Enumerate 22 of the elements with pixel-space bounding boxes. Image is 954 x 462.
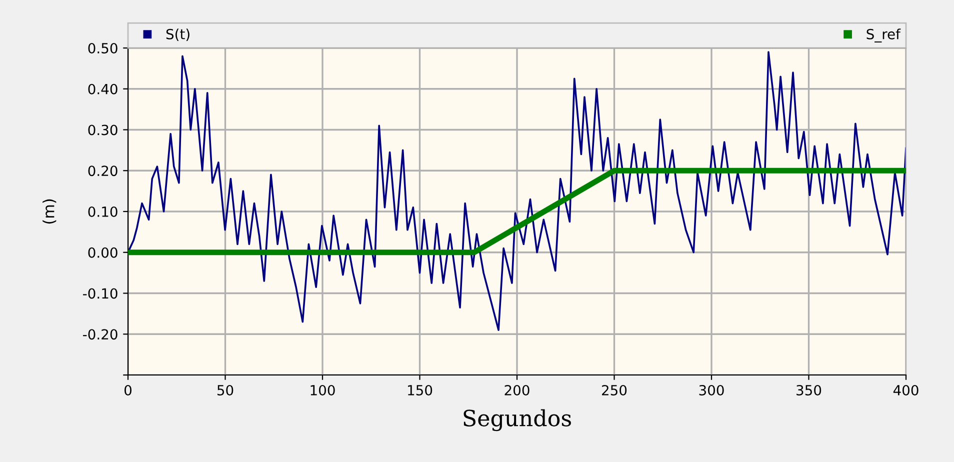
x-tick-label: 100 [310, 384, 335, 396]
y-tick-label: -0.10 [83, 288, 118, 299]
x-tick-label: 250 [602, 384, 627, 396]
x-tick-label: 150 [408, 384, 432, 396]
legend-label: S(t) [166, 28, 190, 41]
line-series [128, 51, 906, 331]
y-tick-label: 0.00 [88, 247, 118, 258]
y-tick-label: 0.30 [88, 124, 118, 136]
x-tick-label: 0 [124, 384, 132, 396]
x-axis-title: Segundos [464, 409, 571, 432]
y-tick-label: 0.10 [88, 206, 118, 217]
x-tick-label: 400 [893, 384, 918, 396]
y-tick-label: -0.20 [83, 329, 118, 340]
y-tick-label: 0.50 [88, 42, 118, 54]
y-tick-label: 0.40 [88, 84, 118, 94]
y-tick-label: 0.20 [88, 166, 118, 176]
x-tick-label: 200 [504, 384, 530, 396]
y-axis-title: (m) [42, 199, 56, 224]
x-tick-label: 350 [796, 384, 822, 396]
x-tick-label: 300 [699, 384, 724, 396]
x-tick-label: 50 [217, 384, 234, 396]
legend-label: S_ref [866, 28, 901, 42]
